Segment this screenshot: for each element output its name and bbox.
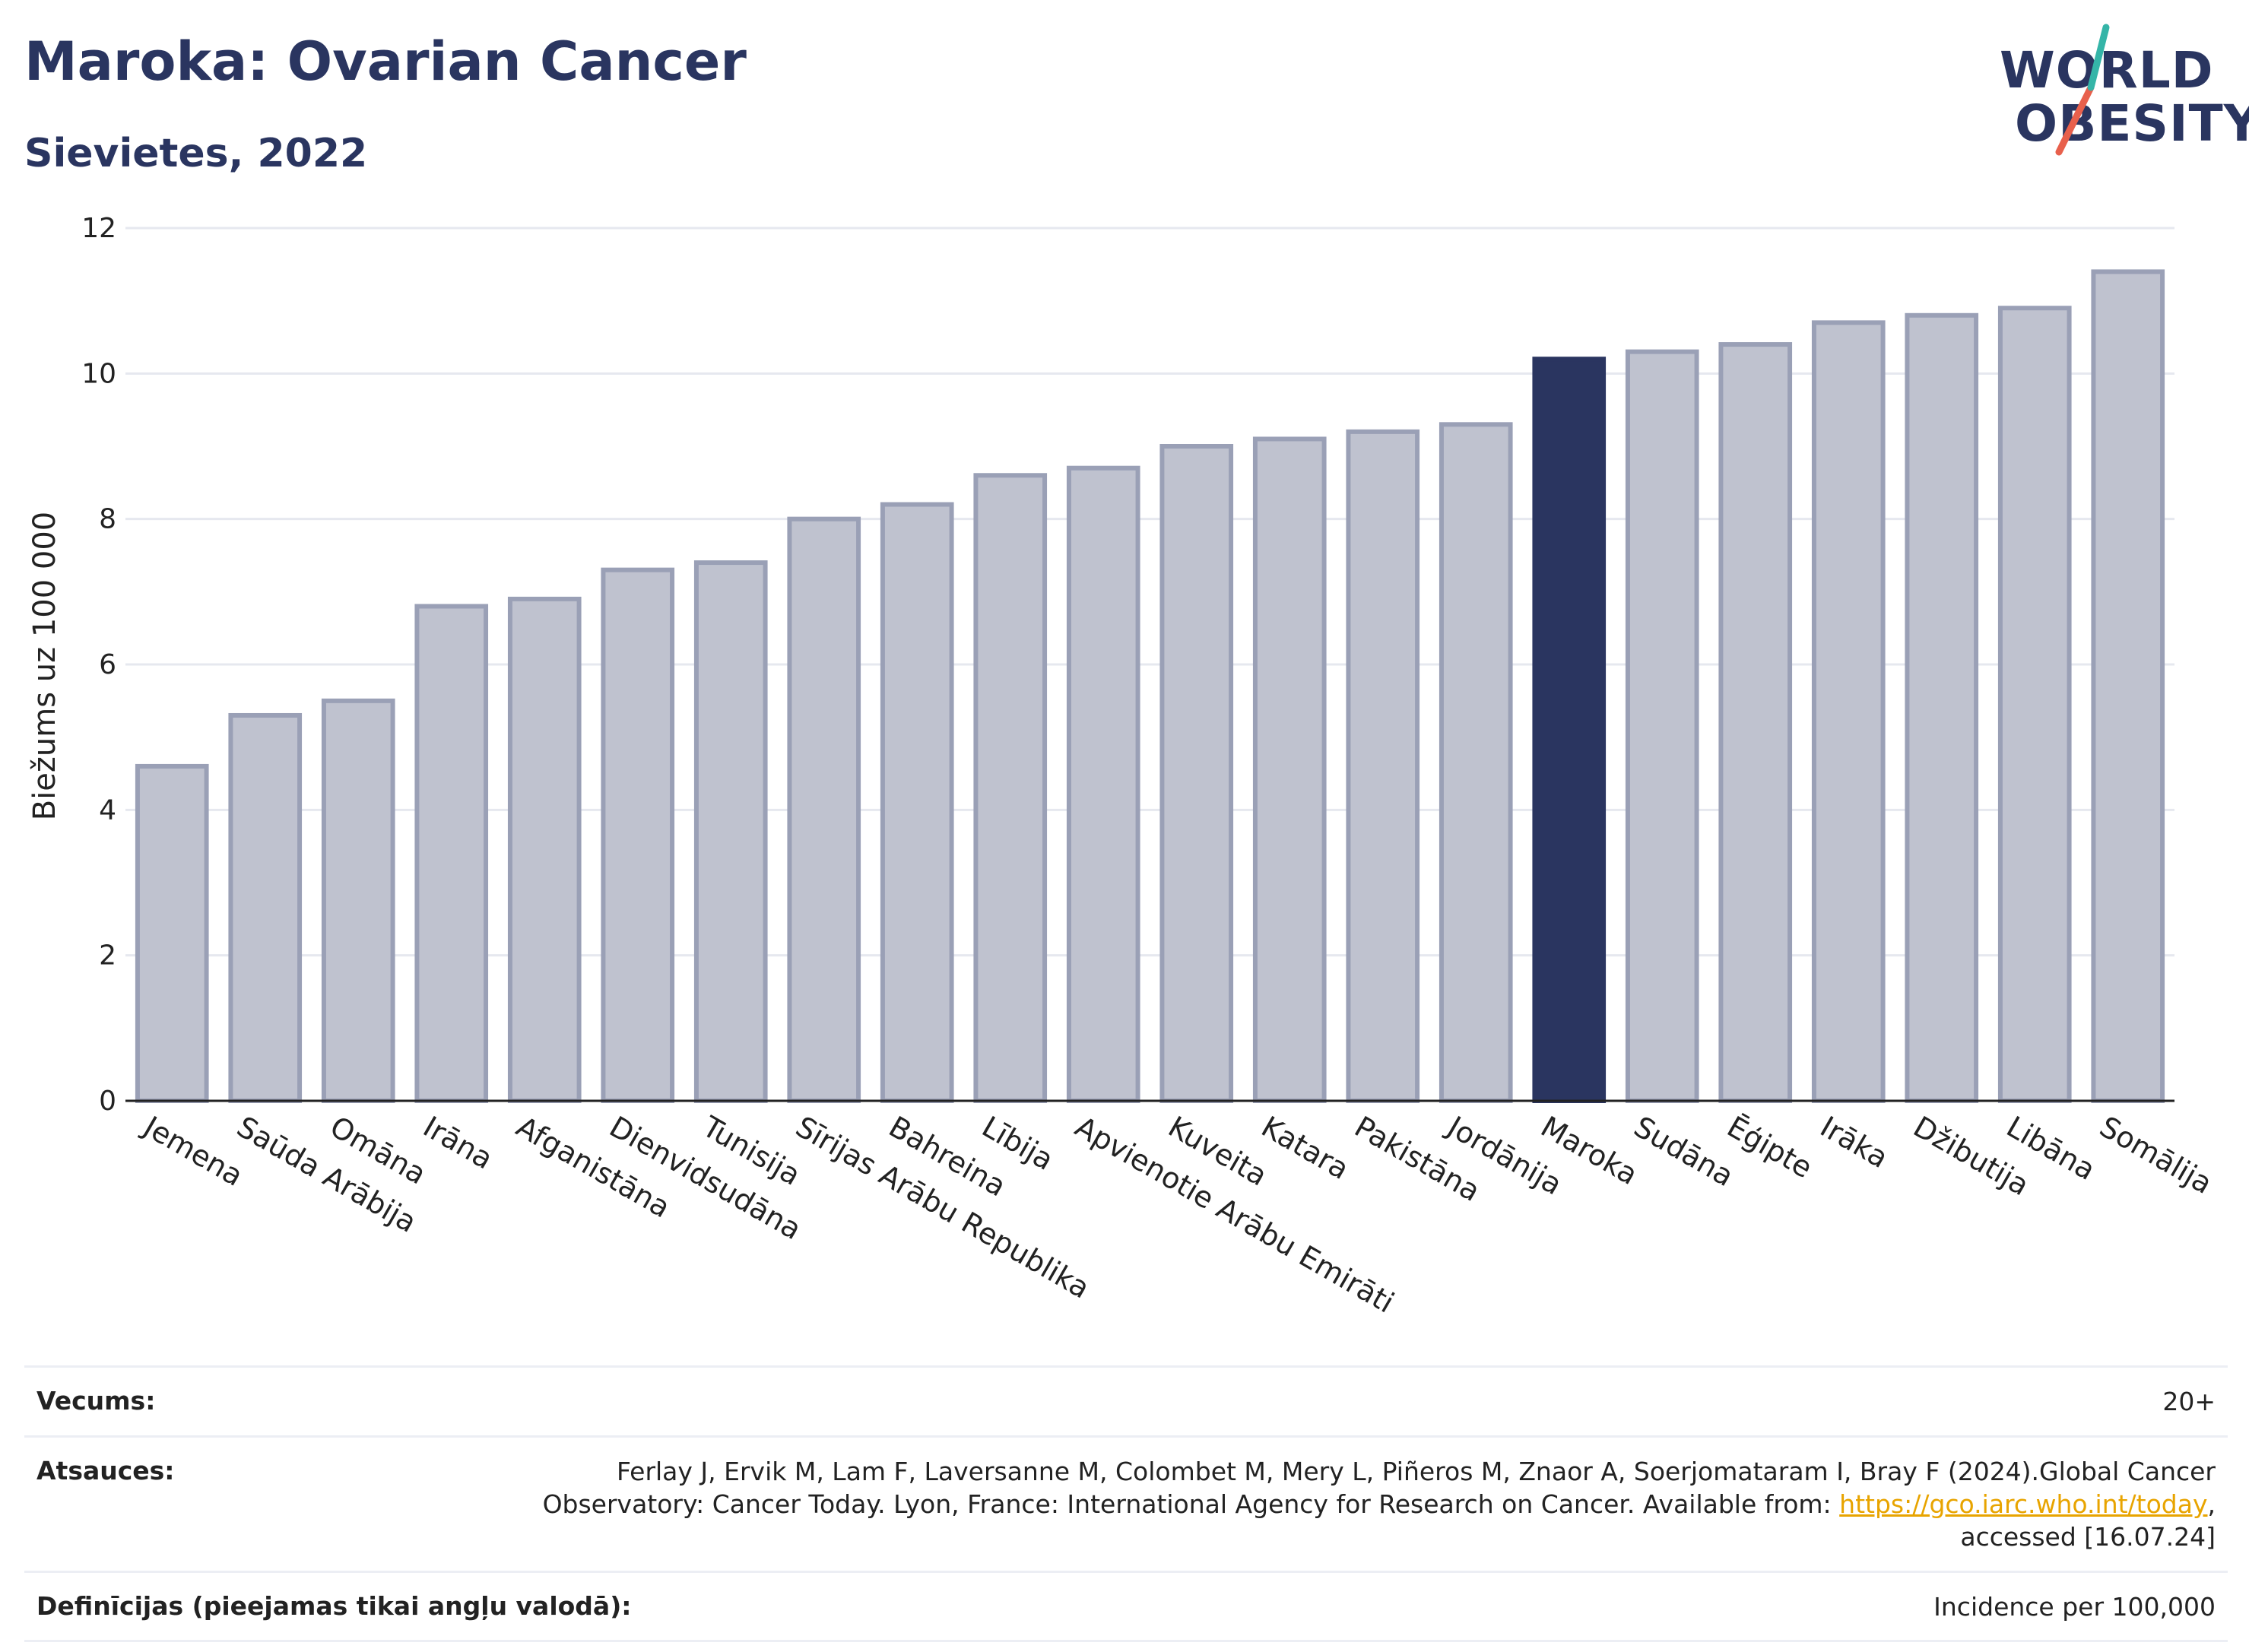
bar-17 xyxy=(1718,342,1793,1104)
references-value: Ferlay J, Ervik M, Lam F, Laversanne M, … xyxy=(467,1456,2216,1554)
x-tick-label-21: Somālija xyxy=(2094,1110,2218,1200)
chart-footer: Vecums: 20+ Atsauces: Ferlay J, Ervik M,… xyxy=(24,1365,2228,1643)
logo-line-1: WORLD xyxy=(2000,41,2214,100)
y-tick-label: 4 xyxy=(99,794,116,826)
x-tick-label-3: Irāna xyxy=(417,1110,498,1176)
bar-10 xyxy=(1066,465,1140,1103)
footer-row-definitions: Definīcijas (pieejamas tikai angļu valod… xyxy=(24,1573,2228,1643)
references-label: Atsauces: xyxy=(36,1455,175,1486)
x-tick-label-16: Sudāna xyxy=(1629,1110,1740,1194)
page-title: Maroka: Ovarian Cancer xyxy=(24,30,747,93)
age-value: 20+ xyxy=(2162,1387,2216,1416)
x-tick-label-17: Ēģipte xyxy=(1721,1110,1818,1185)
x-tick-label-0: Jemena xyxy=(137,1109,249,1193)
bar-16 xyxy=(1625,349,1699,1103)
bar-14 xyxy=(1439,422,1513,1103)
y-tick-label: 12 xyxy=(81,213,116,244)
bar-9 xyxy=(973,473,1048,1103)
logo-line-2: OBESITY xyxy=(2015,94,2249,153)
page-subtitle: Sievietes, 2022 xyxy=(24,131,368,176)
bar-4 xyxy=(507,596,582,1103)
bar-20 xyxy=(1997,306,2072,1104)
y-tick-label: 2 xyxy=(99,940,116,972)
x-tick-label-18: Irāka xyxy=(1815,1110,1894,1175)
bar-12 xyxy=(1252,436,1327,1103)
bar-8 xyxy=(880,502,954,1103)
bar-19 xyxy=(1905,312,1979,1103)
footer-row-references: Atsauces: Ferlay J, Ervik M, Lam F, Lave… xyxy=(24,1438,2228,1573)
bar-2 xyxy=(321,698,395,1103)
bar-18 xyxy=(1811,320,1886,1104)
references-accessed: , accessed [16.07.24] xyxy=(1960,1489,2216,1552)
references-link[interactable]: https://gco.iarc.who.int/today xyxy=(1839,1489,2208,1519)
y-tick-label: 10 xyxy=(81,358,116,389)
bar-0 xyxy=(135,763,209,1104)
bar-6 xyxy=(693,560,768,1103)
world-obesity-logo: WORLD OBESITY xyxy=(1984,23,2249,160)
bar-15 xyxy=(1532,357,1607,1103)
references-text: Ferlay J, Ervik M, Lam F, Laversanne M, … xyxy=(542,1456,2216,1519)
y-axis-label: Biežums uz 100 000 xyxy=(27,512,62,821)
age-label: Vecums: xyxy=(36,1386,156,1416)
y-tick-label: 8 xyxy=(99,504,116,535)
x-tick-label-12: Katara xyxy=(1256,1110,1355,1186)
bar-3 xyxy=(414,604,489,1103)
bar-21 xyxy=(2091,269,2165,1103)
logo-slash-icon xyxy=(2055,24,2110,156)
bar-1 xyxy=(228,712,303,1103)
bar-7 xyxy=(787,516,861,1103)
bar-13 xyxy=(1346,429,1420,1103)
definitions-label: Definīcijas (pieejamas tikai angļu valod… xyxy=(36,1590,632,1621)
bar-5 xyxy=(601,567,675,1103)
y-tick-label: 0 xyxy=(99,1086,116,1117)
bars xyxy=(135,269,2165,1104)
y-axis-ticks: 0 2 4 6 8 10 12 xyxy=(81,213,116,1117)
footer-row-age: Vecums: 20+ xyxy=(24,1368,2228,1438)
bar-11 xyxy=(1159,444,1234,1103)
definitions-value: Incidence per 100,000 xyxy=(1933,1591,2216,1622)
y-tick-label: 6 xyxy=(99,649,116,680)
